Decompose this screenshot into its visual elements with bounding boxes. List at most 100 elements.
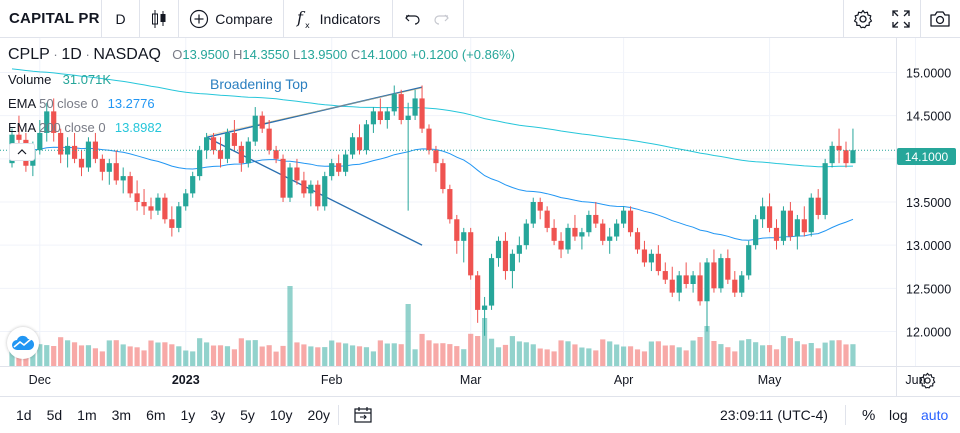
legend-open-value: 13.9500 [182,47,230,62]
candle-body [141,202,147,207]
chevron-up-icon [17,149,27,155]
log-scale-button[interactable]: log [889,407,908,423]
indicator-name: EMA [8,120,36,135]
range-1y-button[interactable]: 1y [180,407,196,423]
volume-bar [370,351,376,366]
volume-bar [405,304,411,366]
candle-body [162,197,168,220]
candle-body [92,141,98,159]
range-20y-button[interactable]: 20y [307,407,331,423]
candle-body [377,111,383,120]
range-3y-button[interactable]: 3y [210,407,226,423]
volume-bar [641,351,648,366]
snapshot-button[interactable] [921,0,959,38]
range-1d-button[interactable]: 1d [16,407,32,423]
chart-style-button[interactable] [140,0,178,38]
candle-body [238,145,244,164]
range-5d-button[interactable]: 5d [46,407,63,423]
time-axis[interactable]: Dec2023FebMarAprMayJun21 [29,373,960,387]
compare-button[interactable]: Compare [179,0,283,38]
volume-bar [204,342,210,366]
bottom-divider [845,405,846,425]
price-chart[interactable]: 15.000014.500014.000013.500013.000012.50… [0,38,960,396]
range-10y-button[interactable]: 10y [269,407,293,423]
goto-date-button[interactable] [354,406,372,428]
range-6m-button[interactable]: 6m [146,407,166,423]
redo-icon [434,14,449,25]
volume-bar [572,344,578,366]
volume-bar [495,347,502,366]
time-tick-label: 2023 [172,373,200,387]
volume-bar [454,346,460,366]
price-tick-label: 13.5000 [906,196,951,210]
candle-body [461,232,467,241]
volume-bar [468,333,474,366]
broadening-top-drawing[interactable] [206,86,423,246]
settings-button[interactable] [844,0,882,38]
indicators-button[interactable]: f x Indicators [284,0,392,38]
fullscreen-button[interactable] [882,0,920,38]
candle-body [301,180,307,194]
candle-body [794,219,800,237]
candles [9,85,856,336]
price-tick-label: 15.0000 [906,67,951,81]
volume-bar [447,344,453,366]
volume-bar [766,345,773,366]
candle-body [204,137,210,151]
range-5y-button[interactable]: 5y [240,407,255,423]
camera-icon [930,11,950,27]
redo-button[interactable] [427,0,455,38]
candle-body [676,275,682,293]
toolbar-divider [101,0,102,38]
toolbar-divider [139,0,140,38]
volume-bar [607,341,613,366]
candle-body [551,227,557,241]
legend-dot: · [85,47,94,62]
volume-bar [210,345,217,366]
volume-bar [815,348,821,366]
undo-button[interactable] [399,0,427,38]
legend-high-value: 14.3550 [242,47,290,62]
time-tick-label: Feb [321,373,343,387]
interval-button[interactable]: D [115,10,126,27]
timezone-clock[interactable]: 23:09:11 (UTC-4) [720,407,828,423]
symbol-search[interactable]: CAPITAL PR [9,10,100,27]
volume-bar [252,340,258,366]
volume-bar [231,349,237,366]
volume-legend[interactable]: Volume 31.071K [8,72,111,87]
collapse-legend-button[interactable] [9,143,35,161]
volume-bar [440,343,446,366]
percent-scale-button[interactable]: % [862,407,876,424]
axis-settings-button[interactable] [919,372,936,394]
volume-bar [482,318,488,366]
volume-bar [322,347,328,366]
candle-body [176,206,182,228]
fullscreen-icon [892,10,910,28]
ema50-legend[interactable]: EMA 50 close 0 13.2776 [8,96,155,111]
range-1m-button[interactable]: 1m [77,407,97,423]
bottom-toolbar: 1d 5d 1m 3m 6m 1y 3y 5y 10y 20y 23:09:11… [0,396,960,433]
auto-scale-button[interactable]: auto [921,407,949,423]
candle-body [711,262,717,289]
candle-body [600,223,606,241]
volume-bar [662,345,668,366]
broadening-top-label[interactable]: Broadening Top [210,76,308,92]
price-axis[interactable]: 15.000014.500014.000013.500013.000012.50… [906,67,951,340]
toolbar-divider [920,0,921,38]
candle-body [495,240,502,259]
price-tick-label: 12.0000 [906,325,951,339]
candle-body [447,189,453,220]
ema200-legend[interactable]: EMA 200 close 0 13.8982 [8,120,162,135]
candle-body [732,279,738,293]
candle-body [280,158,286,198]
volume-bar [746,339,752,366]
volume-bar [120,344,126,366]
volume-bar [558,340,564,366]
candle-body [85,141,92,168]
candle-body [259,115,265,129]
tradingview-logo[interactable] [7,327,39,359]
volume-bar [537,348,543,366]
volume-bar [683,350,689,366]
candle-body [287,167,293,198]
range-3m-button[interactable]: 3m [111,407,132,423]
